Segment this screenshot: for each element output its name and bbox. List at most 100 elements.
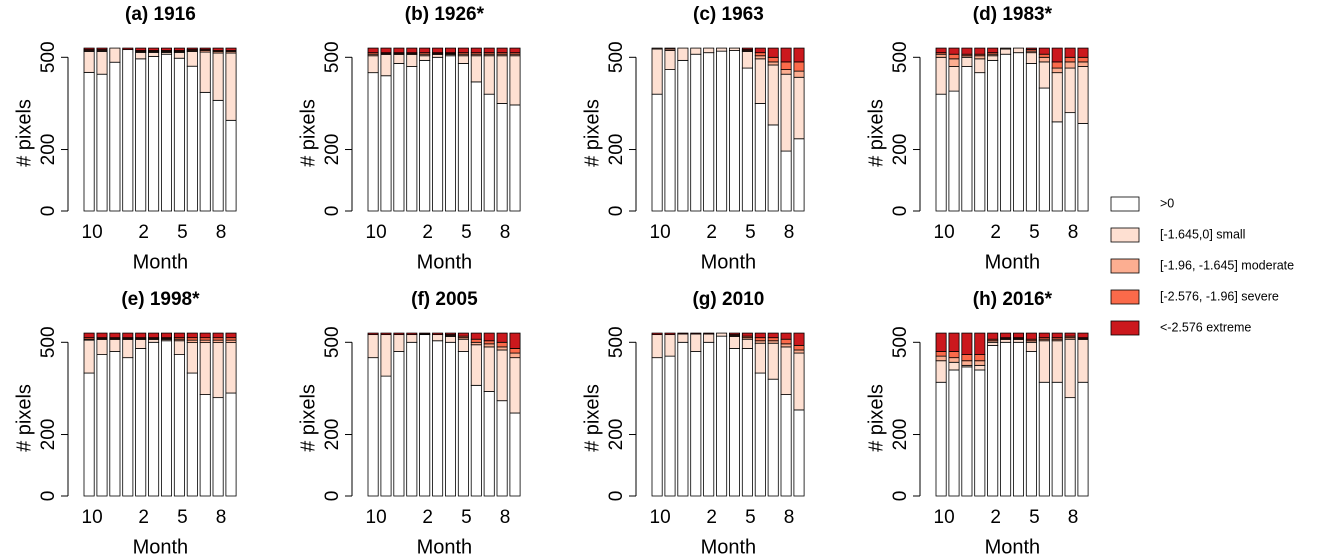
bar-segment bbox=[987, 332, 999, 340]
x-tick-label: 2 bbox=[138, 507, 149, 528]
bar-segment bbox=[1051, 332, 1063, 339]
bar-segment bbox=[974, 360, 986, 366]
bar-segment bbox=[160, 332, 172, 339]
bar-segment bbox=[135, 58, 147, 212]
x-tick-label: 2 bbox=[706, 222, 717, 243]
bar-segment bbox=[664, 334, 676, 357]
bar-segment bbox=[419, 55, 431, 61]
y-axis-label: # pixels bbox=[13, 384, 35, 452]
bar-segment bbox=[496, 103, 508, 212]
bar-segment bbox=[961, 366, 973, 497]
bar-segment bbox=[741, 47, 753, 51]
y-tick-label: 200 bbox=[322, 419, 343, 451]
bar-segment bbox=[974, 58, 986, 74]
bar-segment bbox=[444, 47, 456, 54]
bar-segment bbox=[1051, 47, 1063, 63]
bar-segment bbox=[186, 65, 198, 212]
bar-segment bbox=[690, 47, 702, 55]
bar-segment bbox=[225, 342, 237, 394]
bar-segment bbox=[199, 394, 211, 497]
bar-segment bbox=[1051, 72, 1063, 123]
bar-segment bbox=[1038, 61, 1050, 89]
y-tick-label: 0 bbox=[606, 206, 627, 217]
y-tick-label: 0 bbox=[322, 491, 343, 502]
bar-segment bbox=[470, 81, 482, 212]
bar-segment bbox=[664, 332, 676, 336]
legend-label: >0 bbox=[1160, 196, 1174, 210]
bar-segment bbox=[380, 332, 392, 336]
bar-segment bbox=[83, 339, 95, 374]
bar-segment bbox=[457, 47, 469, 54]
bar-segment bbox=[380, 334, 392, 377]
bar-segment bbox=[367, 334, 379, 359]
bar-segment bbox=[470, 332, 482, 340]
bar-segment bbox=[444, 55, 456, 212]
bar-segment bbox=[767, 64, 779, 126]
bar-segment bbox=[1051, 67, 1063, 74]
bar-segment bbox=[135, 47, 147, 51]
bar-segment bbox=[767, 56, 779, 63]
bar-segment bbox=[741, 67, 753, 212]
bar-segment bbox=[741, 348, 753, 497]
bar-segment bbox=[1013, 52, 1025, 212]
y-tick-label: 500 bbox=[322, 326, 343, 358]
bar-segment bbox=[1038, 53, 1050, 58]
bar-segment bbox=[1064, 61, 1076, 69]
bar-segment bbox=[1077, 61, 1089, 67]
bar-segment bbox=[767, 332, 779, 339]
bar-segment bbox=[1051, 61, 1063, 69]
bar-segment bbox=[380, 54, 392, 77]
bar-segment bbox=[367, 357, 379, 497]
bar-segment bbox=[754, 47, 766, 54]
bar-segment bbox=[225, 392, 237, 497]
bar-segment bbox=[651, 334, 663, 359]
bar-segment bbox=[509, 332, 521, 349]
bar-segment bbox=[793, 61, 805, 72]
bar-segment bbox=[1051, 121, 1063, 212]
bar-segment bbox=[444, 341, 456, 497]
bar-segment bbox=[509, 412, 521, 497]
x-tick-label: 10 bbox=[650, 507, 671, 528]
bar-segment bbox=[186, 332, 198, 339]
bar-segment bbox=[961, 332, 973, 355]
y-tick-label: 500 bbox=[606, 41, 627, 73]
bar-segment bbox=[1025, 332, 1037, 340]
panel-title: (d) 1983* bbox=[973, 4, 1053, 25]
bar-segment bbox=[496, 341, 508, 348]
panel-title: (h) 2016* bbox=[973, 289, 1053, 310]
y-tick-label: 0 bbox=[890, 491, 911, 502]
x-axis-label: Month bbox=[133, 251, 189, 273]
bar-segment bbox=[703, 341, 715, 497]
bar-segment bbox=[703, 332, 715, 335]
bar-segment bbox=[393, 334, 405, 352]
legend-swatch bbox=[1110, 196, 1140, 212]
bar-segment bbox=[212, 397, 224, 497]
bar-segment bbox=[483, 332, 495, 342]
x-tick-label: 2 bbox=[990, 222, 1001, 243]
bar-segment bbox=[948, 53, 960, 60]
bar-segment bbox=[96, 47, 108, 51]
bar-segment bbox=[1077, 332, 1089, 339]
bar-segment bbox=[935, 360, 947, 383]
bar-segment bbox=[135, 339, 147, 349]
bar-segment bbox=[109, 339, 121, 352]
bar-segment bbox=[109, 61, 121, 212]
bar-segment bbox=[987, 55, 999, 61]
bar-segment bbox=[483, 47, 495, 54]
bar-segment bbox=[793, 76, 805, 140]
bar-segment bbox=[199, 91, 211, 212]
x-tick-label: 10 bbox=[82, 507, 103, 528]
x-tick-label: 5 bbox=[177, 507, 188, 528]
bar-segment bbox=[173, 340, 185, 355]
bar-segment bbox=[496, 346, 508, 351]
bar-segment bbox=[767, 61, 779, 66]
y-tick-label: 500 bbox=[890, 326, 911, 358]
bar-segment bbox=[664, 69, 676, 212]
bar-segment bbox=[122, 357, 134, 497]
y-tick-label: 200 bbox=[890, 134, 911, 166]
bar-segment bbox=[496, 332, 508, 343]
bar-segment bbox=[393, 332, 405, 336]
bar-segment bbox=[987, 47, 999, 54]
bar-segment bbox=[948, 332, 960, 352]
y-axis-label: # pixels bbox=[581, 384, 603, 452]
